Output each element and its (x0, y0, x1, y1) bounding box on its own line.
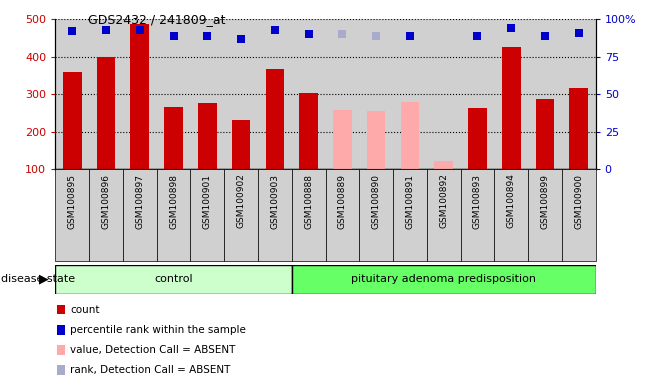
Bar (359, 169, 393, 261)
Text: control: control (154, 274, 193, 285)
Bar (55, 265, 292, 294)
Text: ▶: ▶ (39, 273, 49, 286)
Text: GSM100891: GSM100891 (406, 174, 415, 228)
Bar (299, 93, 318, 169)
Bar (191, 169, 224, 261)
Bar (502, 47, 521, 169)
Bar (57, 325, 65, 334)
Bar (562, 169, 596, 261)
Text: GSM100902: GSM100902 (236, 174, 245, 228)
Text: GSM100903: GSM100903 (270, 174, 279, 228)
Text: GSM100888: GSM100888 (304, 174, 313, 228)
Bar (198, 103, 217, 169)
Text: GSM100895: GSM100895 (68, 174, 77, 228)
Bar (97, 57, 115, 169)
Text: GSM100901: GSM100901 (203, 174, 212, 228)
Bar (57, 345, 65, 355)
Text: GSM100889: GSM100889 (338, 174, 347, 228)
Bar (123, 169, 157, 261)
Bar (461, 169, 494, 261)
Text: GSM100899: GSM100899 (540, 174, 549, 228)
Bar (164, 107, 183, 169)
Bar (55, 169, 89, 261)
Bar (434, 161, 453, 169)
Bar (130, 24, 149, 169)
Bar (494, 169, 528, 261)
Bar (266, 69, 284, 169)
Bar (393, 169, 427, 261)
Text: GSM100892: GSM100892 (439, 174, 448, 228)
Bar (292, 265, 596, 294)
Bar (258, 169, 292, 261)
Bar (468, 108, 487, 169)
Text: value, Detection Call = ABSENT: value, Detection Call = ABSENT (70, 345, 235, 355)
Text: percentile rank within the sample: percentile rank within the sample (70, 325, 246, 335)
Text: GDS2432 / 241809_at: GDS2432 / 241809_at (88, 13, 225, 26)
Text: GSM100890: GSM100890 (372, 174, 381, 228)
Bar (570, 88, 588, 169)
Text: GSM100897: GSM100897 (135, 174, 145, 228)
Bar (326, 169, 359, 261)
Bar (292, 169, 326, 261)
Bar (400, 102, 419, 169)
Bar (89, 169, 123, 261)
Text: GSM100896: GSM100896 (102, 174, 111, 228)
Text: disease state: disease state (1, 274, 75, 285)
Bar (536, 99, 554, 169)
Text: count: count (70, 305, 100, 314)
Text: GSM100893: GSM100893 (473, 174, 482, 228)
Bar (528, 169, 562, 261)
Bar (63, 72, 81, 169)
Text: GSM100900: GSM100900 (574, 174, 583, 228)
Bar (57, 365, 65, 375)
Text: GSM100894: GSM100894 (506, 174, 516, 228)
Text: GSM100898: GSM100898 (169, 174, 178, 228)
Bar (427, 169, 461, 261)
Bar (224, 169, 258, 261)
Bar (333, 110, 352, 169)
Text: pituitary adenoma predisposition: pituitary adenoma predisposition (351, 274, 536, 285)
Bar (232, 120, 251, 169)
Bar (57, 305, 65, 314)
Bar (157, 169, 191, 261)
Text: rank, Detection Call = ABSENT: rank, Detection Call = ABSENT (70, 365, 230, 375)
Bar (367, 111, 385, 169)
